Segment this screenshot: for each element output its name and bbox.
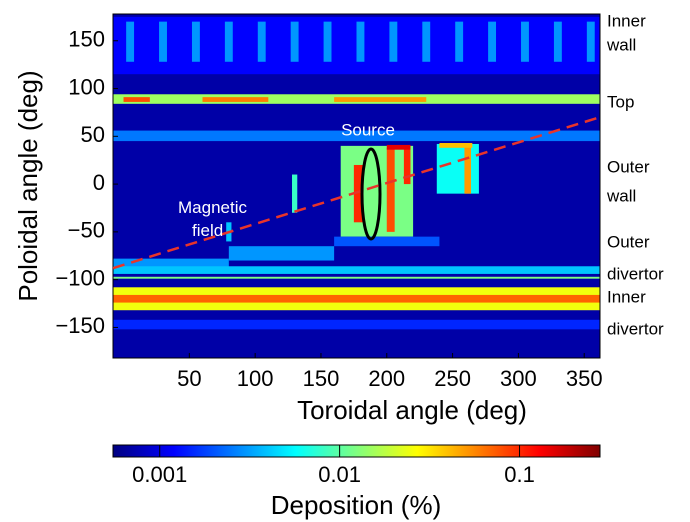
colorbar-tick-label: 0.01 <box>318 462 361 487</box>
heatmap-cell <box>356 21 365 62</box>
heatmap-cell <box>464 145 472 194</box>
y-tick-label: 0 <box>93 170 105 195</box>
x-axis-label: Toroidal angle (deg) <box>297 395 527 425</box>
y-tick-label: −150 <box>55 313 105 338</box>
heatmap-cell <box>113 319 600 330</box>
heatmap-cell <box>323 21 332 62</box>
annotation-line: Magnetic <box>178 198 247 217</box>
heatmap-cell <box>126 21 135 62</box>
y-axis-label: Poloidal angle (deg) <box>13 70 43 301</box>
field-line <box>113 116 600 270</box>
heatmap-cell <box>292 174 298 213</box>
heatmap-cell <box>488 21 497 62</box>
y-tick-label: −50 <box>68 218 105 243</box>
x-tick-label: 50 <box>177 366 201 391</box>
heatmap-cell <box>228 246 335 261</box>
y-tick-label: 50 <box>81 122 105 147</box>
heatmap-cell <box>386 147 395 232</box>
heatmap-cell <box>113 258 229 269</box>
region-label: Inner <box>607 11 646 30</box>
colorbar-tick-label: 0.001 <box>132 462 187 487</box>
y-tick-label: 100 <box>68 74 105 99</box>
heatmap-cell <box>334 236 440 247</box>
heatmap-cell <box>403 145 411 185</box>
x-tick-label: 150 <box>303 366 340 391</box>
region-label: divertor <box>607 264 664 283</box>
heatmap-cell <box>123 97 150 102</box>
heatmap-cell <box>224 21 233 62</box>
region-label: Outer <box>607 232 650 251</box>
heatmap-cell <box>113 294 600 303</box>
x-tick-label: 250 <box>434 366 471 391</box>
heatmap-cell <box>191 21 200 62</box>
heatmap <box>113 14 600 358</box>
colorbar <box>112 444 601 458</box>
region-label: Inner <box>607 287 646 306</box>
heatmap-cell <box>389 21 398 62</box>
annotation: Magnetic field <box>178 198 247 240</box>
region-label: divertor <box>607 319 664 338</box>
heatmap-cell <box>334 97 427 102</box>
heatmap-cell <box>113 130 600 142</box>
heatmap-cell <box>436 143 479 194</box>
colorbar-label: Deposition (%) <box>271 490 442 520</box>
heatmap-cell <box>257 21 266 62</box>
plot-frame <box>112 13 601 359</box>
region-label: Top <box>607 92 634 111</box>
x-tick-label: 100 <box>237 366 274 391</box>
source-ellipse <box>360 147 382 241</box>
heatmap-cell <box>113 266 600 274</box>
heatmap-cell <box>386 144 411 150</box>
x-tick-label: 300 <box>500 366 537 391</box>
y-tick-label: −100 <box>55 265 105 290</box>
heatmap-cell <box>553 21 562 62</box>
region-label: Outer <box>607 157 650 176</box>
heatmap-cell <box>353 164 364 223</box>
heatmap-cell <box>202 97 269 102</box>
colorbar-tick-label: 0.1 <box>504 462 535 487</box>
y-tick-label: 150 <box>68 27 105 52</box>
heatmap-cell <box>439 143 473 148</box>
x-tick-label: 350 <box>566 366 603 391</box>
x-tick-label: 200 <box>368 366 405 391</box>
heatmap-cell <box>113 276 600 279</box>
heatmap-cell <box>586 21 595 62</box>
heatmap-cell <box>455 21 464 62</box>
heatmap-cell <box>521 21 529 62</box>
region-label: wall <box>606 186 636 205</box>
heatmap-cell <box>159 21 167 62</box>
annotation-line: field <box>192 221 223 240</box>
heatmap-cell <box>290 21 299 62</box>
annotation: Source <box>341 120 395 139</box>
heatmap-cell <box>422 21 431 62</box>
region-label: wall <box>606 35 636 54</box>
